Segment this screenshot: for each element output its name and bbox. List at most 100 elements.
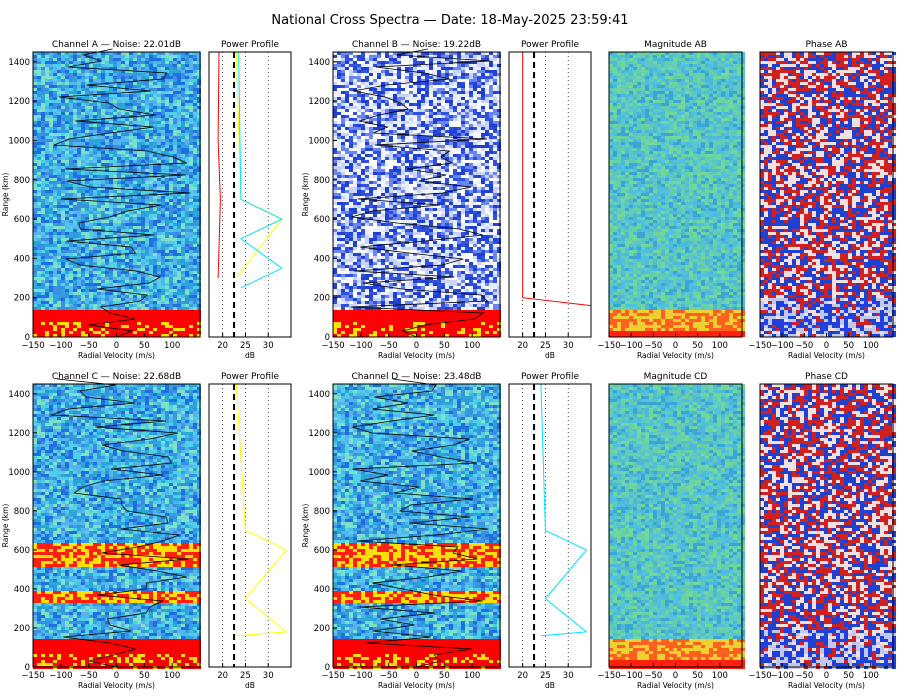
x-tick-label: −100 — [770, 341, 793, 351]
y-tick-label: 400 — [314, 585, 330, 595]
y-tick-label: 200 — [314, 294, 330, 304]
heatmap-cells — [33, 52, 201, 337]
x-tick-label: 25 — [240, 671, 251, 681]
x-tick-label: 100 — [712, 671, 728, 681]
y-tick-label: 1200 — [8, 429, 30, 439]
y-tick-label: 1200 — [308, 97, 330, 107]
x-tick-label: 0 — [673, 671, 678, 681]
x-tick-label: 100 — [863, 341, 879, 351]
plot-frame — [209, 384, 291, 667]
x-tick-label: −150 — [597, 341, 620, 351]
y-tick-label: 0 — [325, 333, 330, 343]
plot-frame — [209, 52, 291, 337]
panel-title: Channel B — Noise: 19.22dB — [352, 40, 481, 50]
y-axis-label: Range (km) — [1, 504, 10, 548]
y-tick-label: 1400 — [8, 58, 30, 68]
y-tick-label: 600 — [314, 215, 330, 225]
y-tick-label: 1400 — [308, 390, 330, 400]
x-tick-label: −150 — [748, 671, 771, 681]
x-tick-label: −100 — [349, 341, 372, 351]
y-tick-label: 200 — [14, 294, 30, 304]
plot-frame — [509, 384, 591, 667]
x-tick-label: −50 — [380, 341, 398, 351]
x-axis-label: Radial Velocity (m/s) — [788, 681, 865, 690]
x-tick-label: 25 — [540, 671, 551, 681]
y-tick-label: 400 — [14, 254, 30, 264]
x-tick-label: 0 — [673, 341, 678, 351]
y-tick-label: 400 — [14, 585, 30, 595]
x-tick-label: 50 — [439, 671, 450, 681]
x-tick-label: 50 — [843, 341, 854, 351]
y-tick-label: 400 — [314, 254, 330, 264]
x-axis-label: dB — [245, 681, 255, 690]
figure-title: National Cross Spectra — Date: 18-May-20… — [271, 13, 628, 28]
x-tick-label: 30 — [263, 671, 274, 681]
panel-title: Phase CD — [805, 372, 848, 382]
x-tick-label: 20 — [217, 341, 228, 351]
x-tick-label: −50 — [644, 671, 662, 681]
y-tick-label: 800 — [314, 507, 330, 517]
x-axis-label: Radial Velocity (m/s) — [78, 351, 155, 360]
y-axis-label: Range (km) — [301, 173, 310, 217]
y-tick-label: 1400 — [8, 390, 30, 400]
x-axis-label: dB — [245, 351, 255, 360]
x-tick-label: −150 — [597, 671, 620, 681]
x-tick-label: −50 — [795, 341, 813, 351]
x-tick-label: 50 — [692, 341, 703, 351]
panel-title: Magnitude AB — [644, 40, 707, 50]
heatmap-cells — [609, 52, 745, 337]
x-tick-label: 30 — [563, 671, 574, 681]
x-tick-label: 100 — [164, 341, 180, 351]
x-axis-label: dB — [545, 351, 555, 360]
x-tick-label: −100 — [619, 671, 642, 681]
panel-title: Channel A — Noise: 22.01dB — [52, 40, 181, 50]
heatmap-cells — [760, 384, 896, 669]
heatmap-cells — [760, 52, 896, 337]
x-tick-label: 100 — [464, 671, 480, 681]
y-tick-label: 1400 — [308, 58, 330, 68]
panel-title: Power Profile — [521, 372, 580, 382]
x-tick-label: −100 — [349, 671, 372, 681]
y-tick-label: 800 — [14, 507, 30, 517]
y-tick-label: 1000 — [308, 468, 330, 478]
x-tick-label: −100 — [49, 341, 72, 351]
x-tick-label: 30 — [563, 341, 574, 351]
panel-title: Magnitude CD — [644, 372, 708, 382]
x-tick-label: 50 — [439, 341, 450, 351]
y-tick-label: 1200 — [308, 429, 330, 439]
panel-title: Power Profile — [521, 40, 580, 50]
profile-series-cyan — [541, 384, 587, 636]
heatmap-cells — [609, 384, 745, 669]
y-tick-label: 1000 — [8, 136, 30, 146]
x-tick-label: 50 — [692, 671, 703, 681]
x-tick-label: 25 — [240, 341, 251, 351]
y-tick-label: 200 — [14, 624, 30, 634]
profile-series-red — [218, 52, 220, 278]
profile-series-yellow — [236, 384, 286, 636]
x-tick-label: −50 — [380, 671, 398, 681]
x-tick-label: 20 — [217, 671, 228, 681]
profile-series-red — [523, 52, 591, 306]
y-tick-label: 1000 — [8, 468, 30, 478]
panel-title: Channel D — Noise: 23.48dB — [352, 372, 482, 382]
plot-grid: Channel A — Noise: 22.01dB−150 −100 −50 0 50… — [1, 40, 896, 690]
x-tick-label: −100 — [49, 671, 72, 681]
x-tick-label: 0 — [414, 341, 419, 351]
x-axis-label: Radial Velocity (m/s) — [78, 681, 155, 690]
x-tick-label: 100 — [712, 341, 728, 351]
x-axis-label: dB — [545, 681, 555, 690]
x-tick-label: −100 — [619, 341, 642, 351]
y-axis-label: Range (km) — [1, 173, 10, 217]
y-tick-label: 200 — [314, 624, 330, 634]
y-tick-label: 800 — [314, 176, 330, 186]
y-tick-label: 0 — [25, 333, 30, 343]
y-axis-label: Range (km) — [301, 504, 310, 548]
y-tick-label: 800 — [14, 176, 30, 186]
